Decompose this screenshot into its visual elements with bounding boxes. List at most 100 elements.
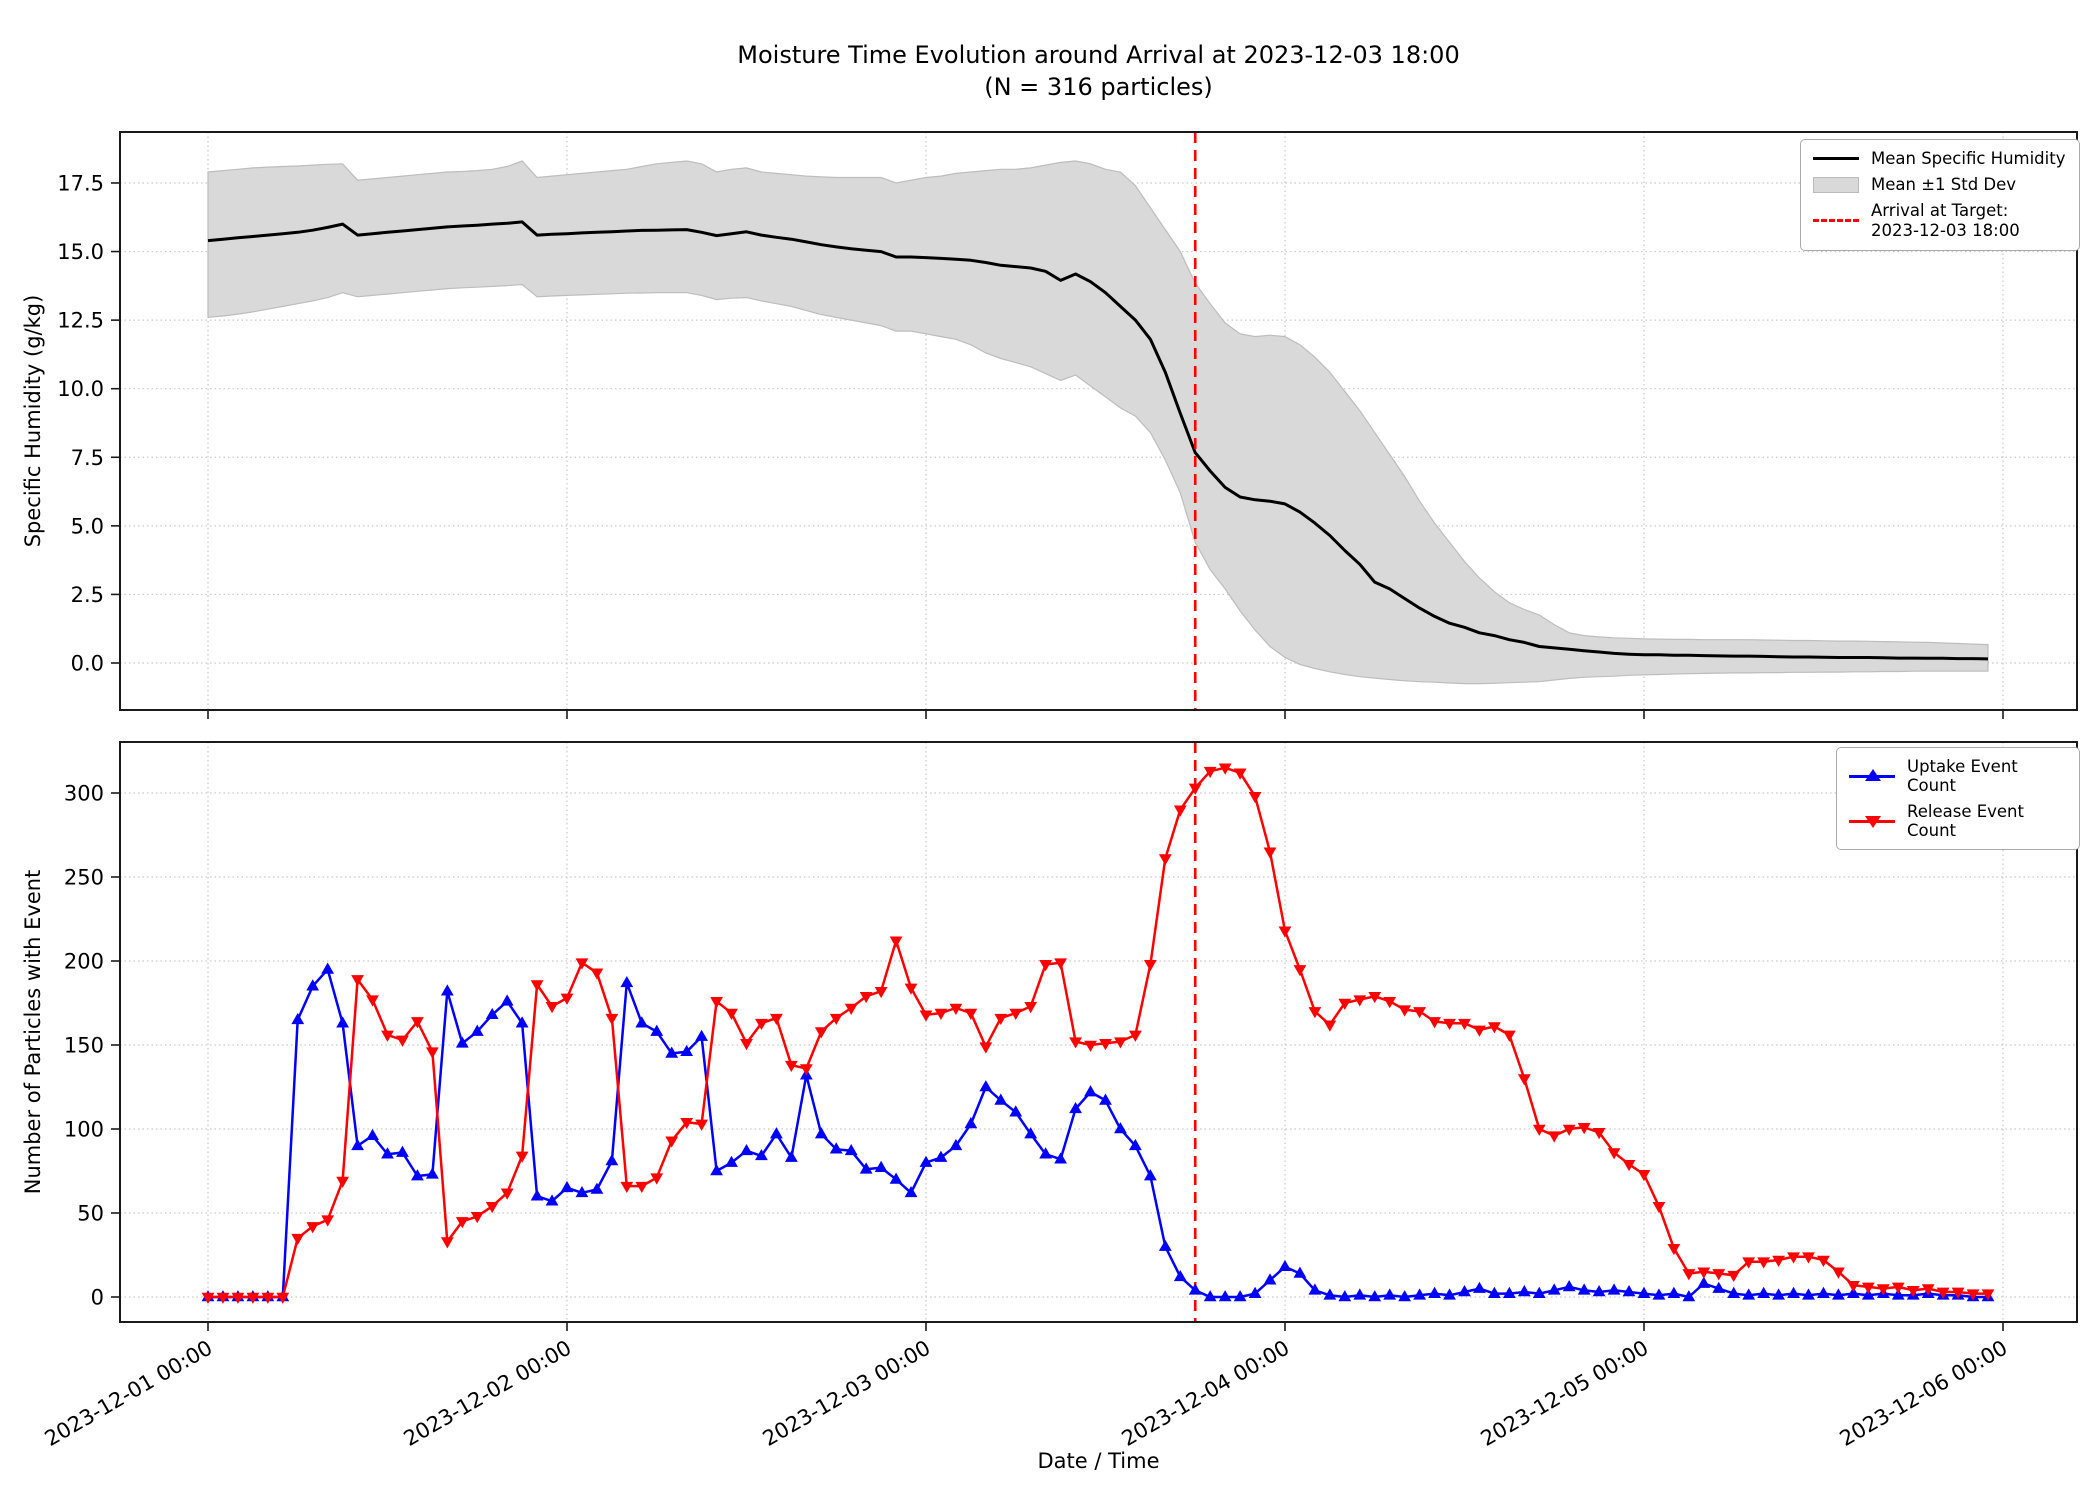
release-marker-icon <box>1128 1030 1142 1042</box>
release-marker-icon <box>1966 1289 1980 1301</box>
legend-bottom-chart: Uptake Event Count Release Event Count <box>1836 747 2080 850</box>
release-marker-icon <box>784 1060 798 1073</box>
x-tick-label: 2023-12-04 00:00 <box>1118 1336 1294 1451</box>
uptake-marker-icon <box>1203 1290 1217 1302</box>
uptake-marker-icon <box>396 1145 409 1157</box>
uptake-marker-icon <box>1069 1101 1082 1114</box>
uptake-marker-icon <box>650 1024 664 1036</box>
release-marker-icon <box>485 1201 499 1214</box>
release-marker-icon <box>1817 1255 1830 1267</box>
humidity-y-axis-label: Specific Humidity (g/kg) <box>21 295 45 548</box>
release-marker-icon <box>904 983 918 995</box>
release-marker-icon <box>1861 1282 1875 1294</box>
uptake-marker-icon <box>1024 1127 1038 1139</box>
uptake-marker-icon <box>1832 1288 1845 1300</box>
legend-item-stddev: Mean ±1 Std Dev <box>1813 175 2067 194</box>
release-marker-icon <box>201 1292 215 1304</box>
release-marker-icon <box>1099 1039 1112 1051</box>
release-marker-icon <box>1727 1270 1741 1283</box>
release-marker-icon <box>665 1136 679 1148</box>
uptake-marker-icon <box>755 1148 768 1161</box>
legend-item-release: Release Event Count <box>1849 802 2067 840</box>
uptake-marker-icon <box>620 975 634 988</box>
humidity-chart-y-tick-label: 7.5 <box>71 446 104 470</box>
uptake-marker-icon <box>1802 1288 1815 1300</box>
release-marker-icon <box>530 980 544 992</box>
release-marker-icon <box>1338 998 1352 1010</box>
release-marker-icon <box>770 1013 783 1026</box>
release-marker-icon <box>1487 1022 1501 1034</box>
uptake-marker-icon <box>979 1080 993 1092</box>
release-marker-icon <box>1428 1017 1441 1029</box>
release-marker-icon <box>1143 960 1157 972</box>
mean-humidity-line <box>207 220 1989 661</box>
release-marker-icon <box>695 1119 709 1131</box>
uptake-marker-icon <box>1099 1093 1112 1105</box>
release-marker-icon <box>799 1064 813 1076</box>
release-marker-icon <box>1772 1255 1785 1267</box>
humidity-chart-y-tick-label: 10.0 <box>57 377 104 401</box>
release-marker-icon <box>620 1181 634 1194</box>
x-tick-label: 2023-12-05 00:00 <box>1477 1336 1653 1451</box>
release-marker-icon <box>1218 763 1232 775</box>
release-marker-icon <box>1712 1269 1726 1281</box>
release-marker-icon <box>814 1027 828 1039</box>
release-marker-icon <box>844 1003 858 1015</box>
uptake-marker-icon <box>784 1150 798 1162</box>
release-marker-icon <box>321 1215 335 1227</box>
release-marker-icon <box>470 1212 484 1224</box>
uptake-marker-icon <box>351 1138 364 1151</box>
event-count-y-axis-label: Number of Particles with Event <box>21 870 45 1195</box>
uptake-marker-icon <box>1143 1169 1157 1181</box>
release-marker-icon <box>1203 766 1217 779</box>
release-marker-icon <box>1383 997 1397 1009</box>
release-marker-icon <box>1906 1285 1920 1298</box>
release-marker-icon <box>1697 1267 1711 1279</box>
chart-subtitle: (N = 316 particles) <box>984 73 1213 101</box>
release-marker-icon <box>440 1237 454 1249</box>
uptake-series <box>201 962 1995 1302</box>
uptake-marker-icon <box>770 1127 783 1139</box>
release-marker-icon <box>381 1030 394 1042</box>
release-marker-swatch-icon <box>1849 813 1895 829</box>
uptake-marker-icon <box>1622 1285 1636 1297</box>
release-marker-icon <box>1652 1201 1666 1214</box>
humidity-chart-y-tick-label: 17.5 <box>57 171 104 195</box>
uptake-marker-icon <box>336 1016 350 1028</box>
uptake-marker-icon <box>1338 1290 1352 1302</box>
uptake-marker-icon <box>1577 1283 1591 1295</box>
uptake-marker-icon <box>1772 1288 1785 1300</box>
uptake-marker-icon <box>889 1172 903 1184</box>
uptake-marker-icon <box>366 1128 379 1141</box>
release-marker-icon <box>1832 1267 1845 1279</box>
uptake-marker-icon <box>575 1185 589 1198</box>
uptake-marker-icon <box>1861 1288 1875 1300</box>
release-marker-icon <box>1577 1123 1591 1135</box>
release-marker-icon <box>650 1173 664 1185</box>
legend-label: Uptake Event Count <box>1907 757 2018 795</box>
uptake-marker-icon <box>740 1143 753 1156</box>
release-marker-icon <box>1188 783 1202 795</box>
uptake-marker-icon <box>545 1194 559 1206</box>
release-marker-icon <box>336 1176 350 1188</box>
release-marker-icon <box>1308 1007 1322 1019</box>
release-marker-icon <box>1114 1037 1127 1049</box>
release-marker-icon <box>590 968 604 980</box>
uptake-marker-icon <box>635 1016 649 1028</box>
uptake-marker-icon <box>590 1182 604 1194</box>
std-band-swatch-icon <box>1813 176 1859 193</box>
release-marker-icon <box>1323 1020 1337 1032</box>
uptake-marker-icon <box>306 979 320 991</box>
release-marker-icon <box>1592 1128 1606 1140</box>
release-marker-icon <box>1846 1280 1860 1293</box>
release-marker-icon <box>1667 1243 1681 1256</box>
release-marker-icon <box>725 1008 738 1020</box>
uptake-marker-icon <box>1473 1281 1486 1293</box>
uptake-marker-icon <box>919 1155 933 1167</box>
legend-label: Mean Specific Humidity <box>1871 149 2066 168</box>
release-marker-icon <box>1398 1005 1412 1017</box>
uptake-marker-icon <box>1652 1288 1666 1300</box>
x-tick-label: 2023-12-02 00:00 <box>400 1336 576 1451</box>
uptake-marker-icon <box>1727 1286 1741 1298</box>
release-marker-icon <box>1622 1159 1636 1172</box>
